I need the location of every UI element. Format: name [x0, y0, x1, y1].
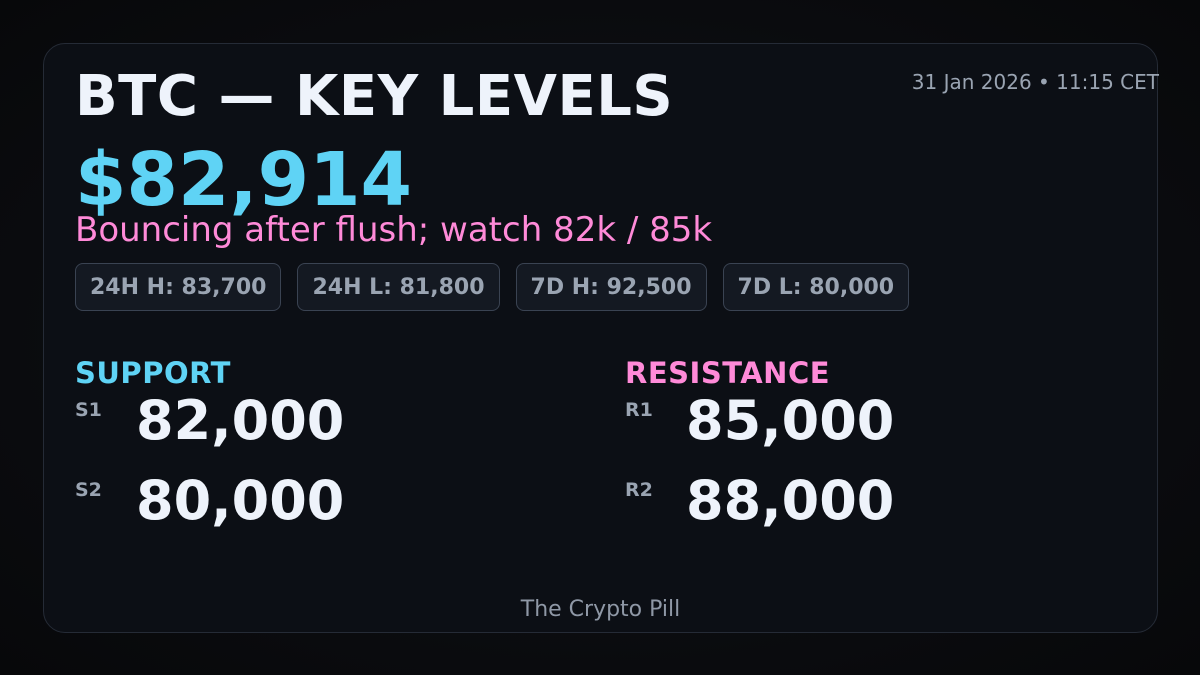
current-price: $82,914	[75, 137, 413, 223]
support-level-tag: S1	[75, 399, 102, 421]
stats-pills: 24H H: 83,700 24H L: 81,800 7D H: 92,500…	[75, 263, 910, 311]
resistance-level-tag: R2	[625, 479, 653, 501]
support-heading: SUPPORT	[75, 356, 231, 390]
timestamp: 31 Jan 2026 • 11:15 CET	[911, 70, 1159, 94]
support-level-value: 80,000	[136, 469, 345, 532]
resistance-level-value: 85,000	[686, 389, 895, 452]
stat-24h-high: 24H H: 83,700	[75, 263, 282, 311]
resistance-level-value: 88,000	[686, 469, 895, 532]
resistance-section: RESISTANCE R1 85,000 R2 88,000	[625, 356, 894, 532]
support-section: SUPPORT S1 82,000 S2 80,000	[75, 356, 344, 532]
stat-7d-low: 7D L: 80,000	[722, 263, 910, 311]
resistance-level-tag: R1	[625, 399, 653, 421]
brand-footer: The Crypto Pill	[520, 597, 681, 622]
resistance-heading: RESISTANCE	[625, 356, 831, 390]
stat-24h-low: 24H L: 81,800	[297, 263, 500, 311]
support-level-tag: S2	[75, 479, 102, 501]
page-title: BTC — KEY LEVELS	[75, 64, 674, 129]
market-commentary: Bouncing after flush; watch 82k / 85k	[75, 210, 713, 250]
support-level-value: 82,000	[136, 389, 345, 452]
stat-7d-high: 7D H: 92,500	[515, 263, 707, 311]
key-levels-card: BTC — KEY LEVELS 31 Jan 2026 • 11:15 CET…	[43, 43, 1159, 633]
